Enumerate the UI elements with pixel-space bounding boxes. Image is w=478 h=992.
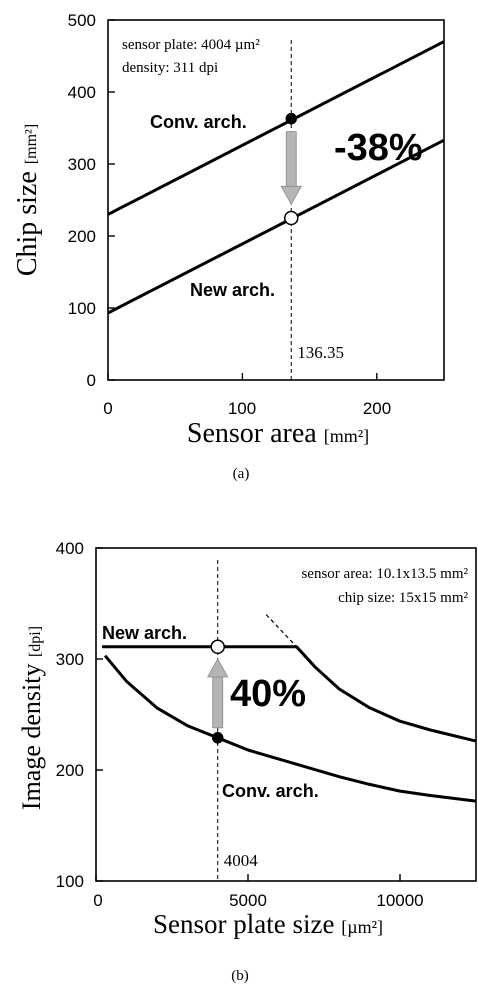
- chart-b-svg: 0 5000 10000 100 200 300 400 Image densi…: [17, 539, 477, 984]
- annotation-line-2: density: 311 dpi: [122, 60, 218, 76]
- x-ticks: [95, 874, 401, 881]
- series-label-conv-arch: Conv. arch.: [222, 781, 319, 801]
- arrow-head: [207, 658, 229, 678]
- percent-change-label: -38%: [334, 127, 423, 169]
- plot-frame: [107, 19, 445, 381]
- y-tick-label-500: 500: [68, 11, 96, 30]
- plot-frame: [95, 547, 477, 882]
- arrow-shaft: [212, 676, 224, 729]
- marker-conv-arch: [211, 732, 224, 744]
- x-tick-label-10000: 10000: [376, 891, 423, 910]
- panel-label-a: (a): [233, 466, 250, 482]
- x-axis-label: Sensor plate size: [153, 909, 334, 939]
- x-axis-unit: [µm²]: [341, 917, 383, 937]
- y-tick-label-200: 200: [68, 227, 96, 246]
- panel-label-b: (b): [231, 968, 249, 984]
- increase-arrow: [207, 658, 229, 729]
- series-line-new-arch: [102, 645, 477, 743]
- marker-new-arch: [284, 210, 299, 226]
- x-tick-label-200: 200: [363, 399, 391, 418]
- x-tick-label-0: 0: [93, 891, 102, 910]
- annotation-line-2: chip size: 15x15 mm²: [338, 590, 468, 606]
- y-ticks: [96, 547, 103, 882]
- series-label-new-arch: New arch.: [102, 623, 187, 643]
- y-axis-label: Image density: [17, 664, 46, 811]
- x-tick-label-5000: 5000: [229, 891, 267, 910]
- y-tick-label-300: 300: [56, 650, 84, 669]
- y-axis-unit: [mm²]: [23, 124, 40, 164]
- x-axis-title: Sensor plate size [µm²]: [153, 909, 383, 939]
- x-tick-label-0: 0: [103, 399, 112, 418]
- series-line-conv-arch: [107, 40, 445, 216]
- y-tick-label-200: 200: [56, 761, 84, 780]
- arrow-shaft: [285, 131, 297, 187]
- arrow-head: [280, 185, 302, 206]
- y-tick-label-100: 100: [56, 872, 84, 891]
- series-line-conv-arch: [103, 654, 477, 803]
- series-label-conv-arch: Conv. arch.: [150, 112, 247, 132]
- percent-change-label: 40%: [230, 673, 306, 715]
- y-tick-label-0: 0: [87, 371, 96, 390]
- y-tick-label-300: 300: [68, 155, 96, 174]
- annotation-line-1: sensor area: 10.1x13.5 mm²: [301, 566, 468, 582]
- new-arch-dashed-extension: [265, 614, 298, 648]
- series-line-new-arch: [107, 138, 445, 315]
- chart-a: 0 100 200 0 100 200 300 400 500 Chip siz…: [12, 11, 445, 482]
- chart-b: 0 5000 10000 100 200 300 400 Image densi…: [0, 496, 478, 992]
- y-axis-label: Chip size: [12, 171, 43, 276]
- series-label-new-arch: New arch.: [190, 280, 275, 300]
- y-axis-unit: [dpi]: [27, 626, 44, 657]
- x-axis-label: Sensor area: [187, 418, 317, 449]
- marker-conv-arch: [285, 112, 298, 125]
- reference-vline-label: 4004: [224, 851, 259, 870]
- y-axis-title: Chip size [mm²]: [12, 124, 43, 276]
- annotation-line-1: sensor plate: 4004 µm²: [122, 37, 260, 53]
- x-axis-unit: [mm²]: [324, 426, 369, 446]
- y-ticks: [108, 19, 115, 381]
- y-axis-title: Image density [dpi]: [17, 626, 46, 810]
- y-tick-label-100: 100: [68, 299, 96, 318]
- y-tick-label-400: 400: [68, 83, 96, 102]
- chart-a-svg: 0 100 200 0 100 200 300 400 500 Chip siz…: [12, 11, 445, 482]
- marker-new-arch: [210, 639, 225, 655]
- reference-vline-label: 136.35: [297, 343, 344, 362]
- x-axis-title: Sensor area [mm²]: [187, 418, 369, 449]
- reduction-arrow: [280, 131, 302, 206]
- x-tick-label-100: 100: [228, 399, 256, 418]
- y-tick-label-400: 400: [56, 539, 84, 558]
- x-ticks: [107, 373, 378, 380]
